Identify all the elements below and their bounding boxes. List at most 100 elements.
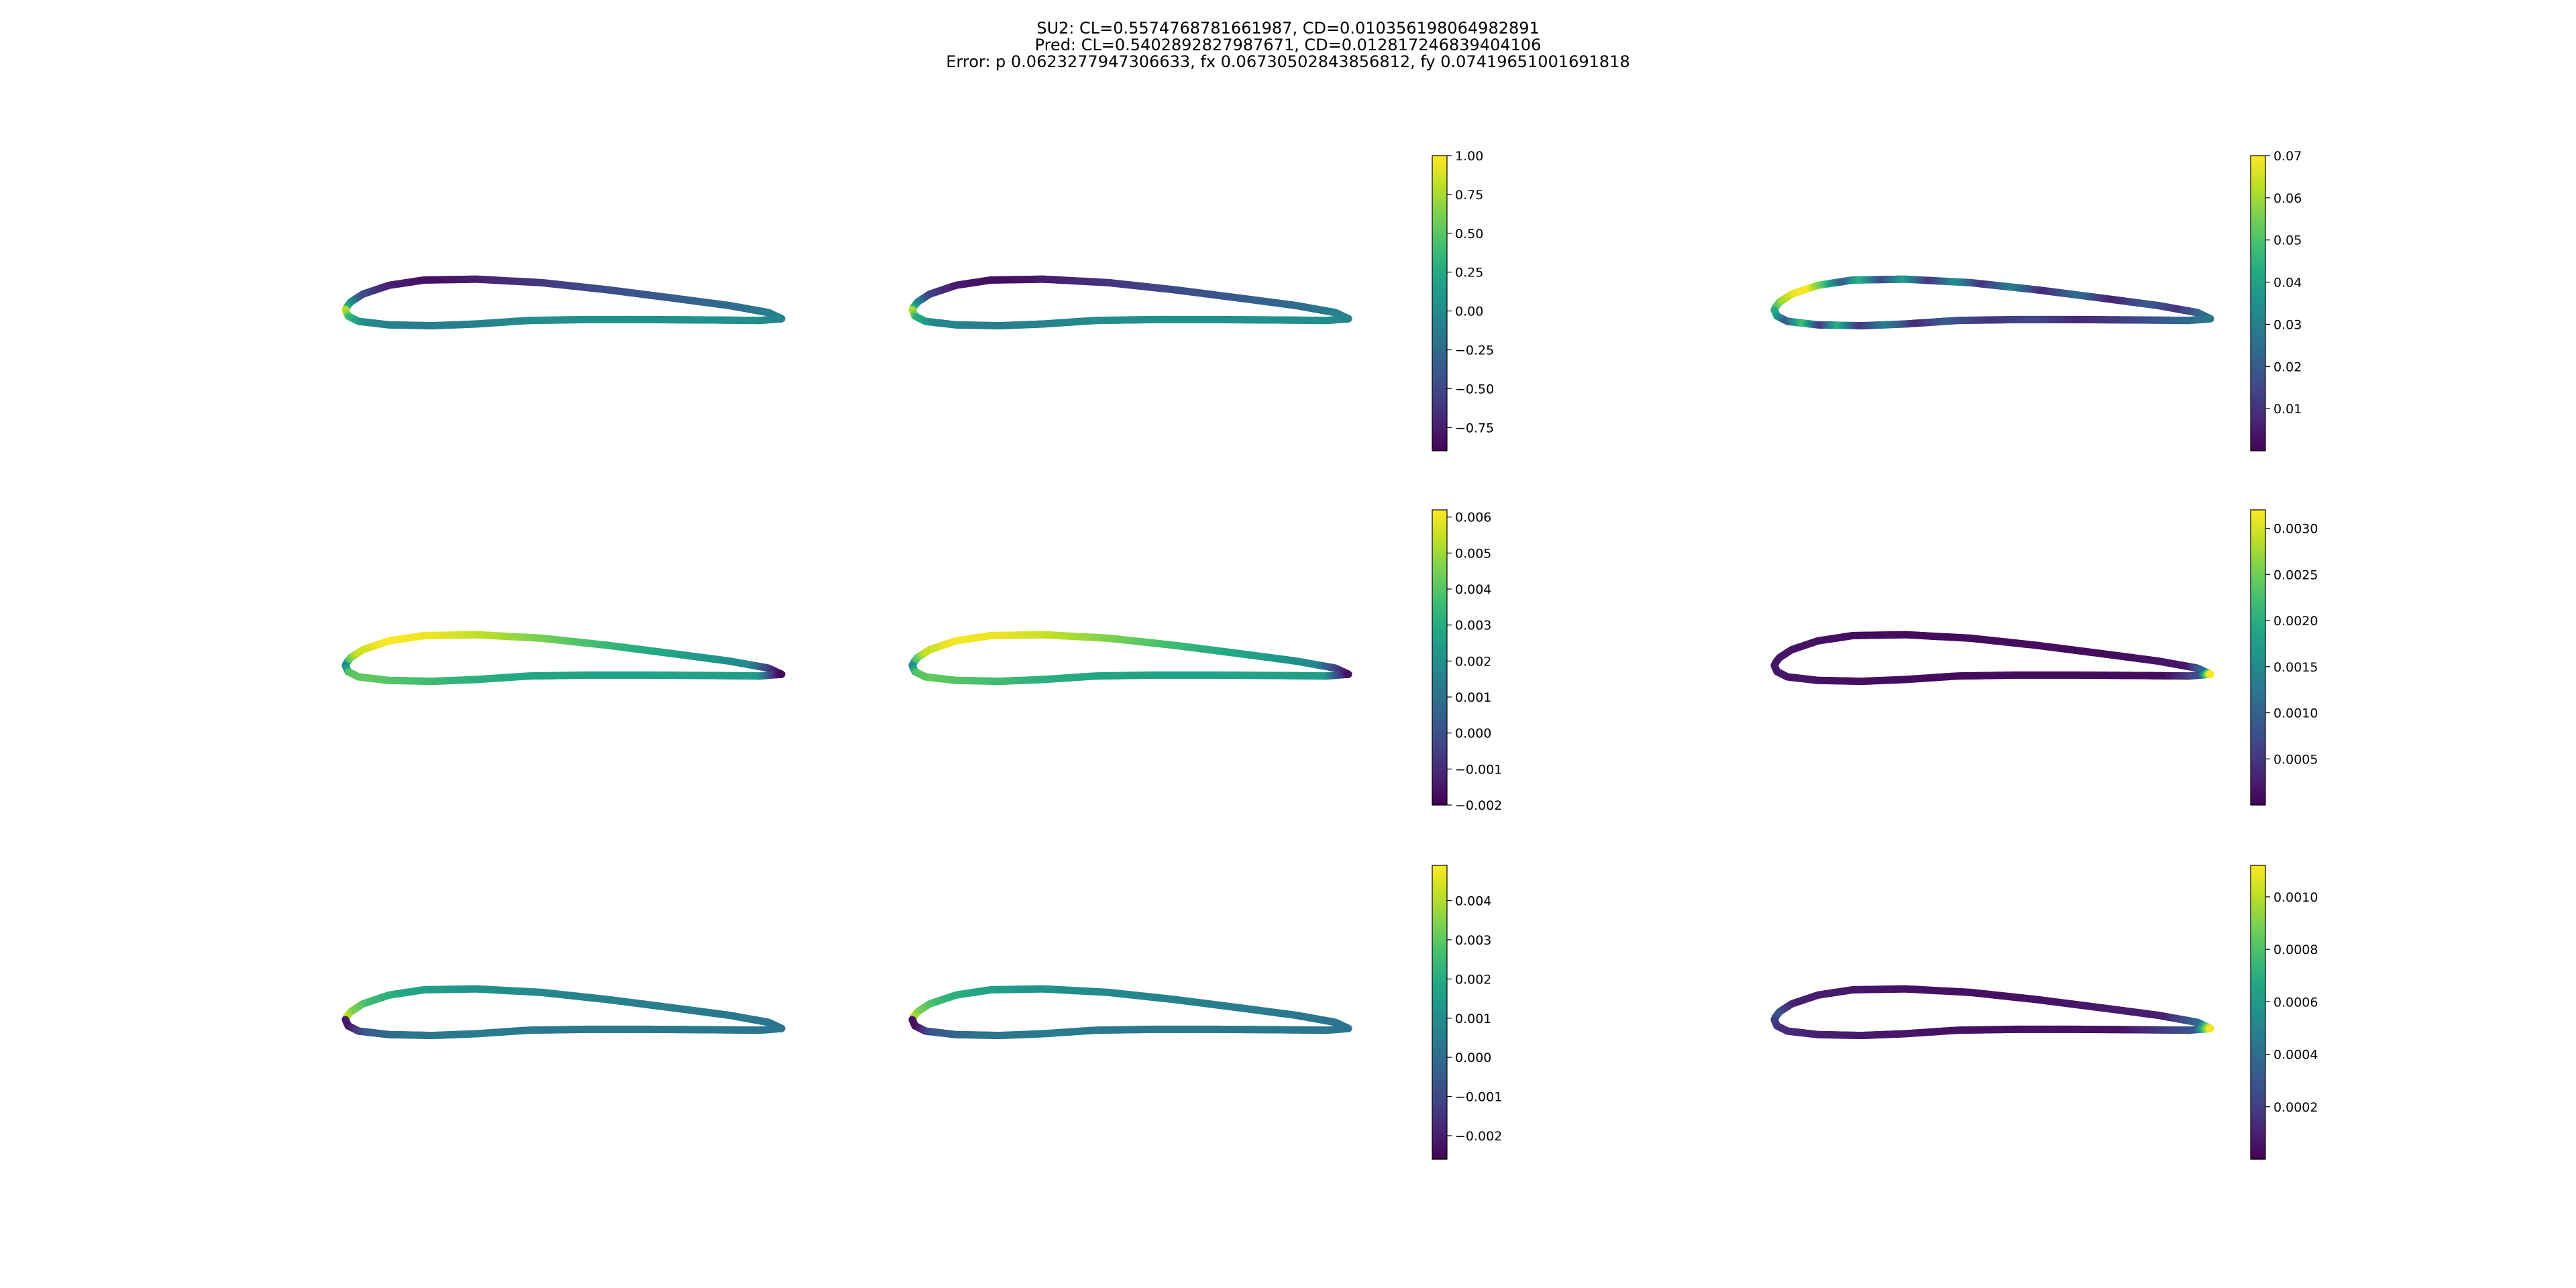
colorbar-p-shared-tick-label: 0.75 [1455,188,1483,203]
colorbar-p-error-gradient-step [2251,274,2265,277]
colorbar-fy-error-gradient-step [2251,1154,2265,1157]
colorbar-p-shared-gradient-step [1432,426,1447,429]
colorbar-p-error-gradient-step [2251,313,2265,316]
colorbar-fy-shared-gradient-step [1432,1110,1447,1114]
colorbar-fy-error-gradient-step [2251,897,2265,900]
colorbar-fx-error-gradient-step [2251,537,2265,540]
colorbar-fx-error-gradient-step [2251,581,2265,584]
colorbar-fy-error-gradient-step [2251,1097,2265,1101]
colorbar-fy-shared-gradient-step [1432,1017,1447,1020]
colorbar-fx-shared-gradient-step [1432,665,1447,668]
colorbar-p-shared-gradient-step [1432,401,1447,405]
colorbar-fx-shared-gradient-step [1432,534,1447,537]
colorbar-p-error-gradient-step [2251,377,2265,380]
colorbar-p-shared-tick-label: −0.50 [1455,382,1494,396]
colorbar-fy-shared-gradient-step [1432,1054,1447,1057]
colorbar-fx-shared-tick-label: 0.006 [1455,511,1491,525]
colorbar-p-error-gradient-step [2251,409,2265,412]
colorbar-fy-shared-gradient-step [1432,1115,1447,1118]
colorbar-fx-shared-gradient-step [1432,645,1447,648]
colorbar-fy-error-gradient-step [2251,956,2265,959]
colorbar-fy-shared-gradient-step [1432,1061,1447,1065]
colorbar-fy-error-gradient-step [2251,1124,2265,1128]
colorbar-fy-error-gradient-step [2251,1046,2265,1050]
colorbar-fy-shared-gradient-step [1432,968,1447,971]
colorbar-fy-error-gradient-step [2251,1112,2265,1116]
colorbar-fx-shared-gradient-step [1432,539,1447,543]
colorbar-p-error-gradient-step [2251,293,2265,297]
colorbar-p-shared-gradient-step [1432,448,1447,451]
colorbar-p-shared-gradient-step [1432,318,1447,321]
colorbar-p-shared-gradient-step [1432,229,1447,233]
colorbar-p-shared-gradient-step [1432,239,1447,242]
colorbar-fx-shared-gradient-step [1432,765,1447,769]
colorbar-fx-shared-gradient-step [1432,569,1447,572]
colorbar-p-error-gradient-step [2251,445,2265,449]
colorbar-p-shared-gradient-step [1432,429,1447,432]
colorbar-fy-shared-gradient-step [1432,1144,1447,1148]
colorbar-fx-error-gradient-step [2251,763,2265,766]
colorbar-fx-error-gradient-step [2251,591,2265,594]
colorbar-p-error-gradient-step [2251,419,2265,422]
colorbar-p-shared-gradient-step [1432,367,1447,370]
colorbar-fy-error-gradient-step [2251,1022,2265,1025]
colorbar-p-error-gradient-step [2251,288,2265,292]
colorbar-fx-shared-gradient-step [1432,780,1447,784]
colorbar-fy-shared-gradient-step [1432,885,1447,888]
colorbar-fy-shared-gradient-step [1432,934,1447,937]
colorbar-p-shared-gradient-step [1432,342,1447,345]
colorbar-fx-error-gradient-step [2251,517,2265,521]
colorbar-fx-error-gradient-step [2251,702,2265,705]
colorbar-fx-shared-gradient-step [1432,559,1447,562]
colorbar-p-error-gradient-step [2251,237,2265,240]
colorbar-fx-error-gradient-step [2251,795,2265,798]
colorbar-fx-shared-gradient-step [1432,621,1447,624]
colorbar-fx-error-tick-label: 0.0005 [2273,752,2318,767]
colorbar-fy-shared-gradient-step [1432,985,1447,989]
colorbar-fy-shared-gradient-step [1432,1046,1447,1050]
colorbar-fy-shared-gradient-step [1432,916,1447,920]
colorbar-p-shared-gradient-step [1432,374,1447,378]
colorbar-fx-error-gradient-step [2251,775,2265,779]
colorbar-p-shared-gradient-step [1432,224,1447,227]
colorbar-p-shared-gradient-step [1432,156,1447,159]
colorbar-p-error-gradient-step [2251,205,2265,208]
colorbar-p-shared-gradient-step [1432,266,1447,270]
colorbar-p-shared-gradient-step [1432,352,1447,356]
colorbar-p-error-gradient-step [2251,187,2265,191]
colorbar-fy-shared-gradient-step [1432,990,1447,994]
colorbar-p-error-gradient-step [2251,286,2265,289]
colorbar-fy-shared-gradient-step [1432,1142,1447,1145]
colorbar-p-shared-gradient-step [1432,187,1447,191]
colorbar-fy-shared-gradient-step [1432,1019,1447,1023]
colorbar-p-shared-gradient-step [1432,246,1447,250]
colorbar-fy-shared-gradient-step [1432,973,1447,976]
colorbar-fy-shared-tick-label: 0.004 [1455,894,1491,909]
colorbar-p-shared-gradient-step [1432,301,1447,304]
colorbar-fx-shared-gradient-step [1432,662,1447,665]
colorbar-fx-shared-gradient-step [1432,729,1447,732]
colorbar-fy-shared-gradient-step [1432,1157,1447,1160]
colorbar-p-error-gradient-step [2251,320,2265,323]
colorbar-fx-error-gradient-step [2251,672,2265,676]
colorbar-p-shared-gradient-step [1432,286,1447,289]
colorbar-fx-error-gradient-step [2251,792,2265,796]
colorbar-fy-error-gradient-step [2251,1083,2265,1087]
colorbar-fy-shared-gradient-step [1432,1056,1447,1059]
colorbar-p-error-gradient-step [2251,246,2265,250]
colorbar-p-error-gradient-step [2251,379,2265,382]
colorbar-fx-error-gradient-step [2251,561,2265,565]
colorbar-fy-error-gradient-step [2251,1032,2265,1035]
colorbar-p-error-gradient-step [2251,234,2265,237]
colorbar-p-shared-gradient-step [1432,241,1447,245]
colorbar-fy-shared-gradient-step [1432,995,1447,998]
colorbar-fx-shared-gradient-step [1432,802,1447,806]
colorbar-p-shared-gradient-step [1432,347,1447,351]
colorbar-fx-error-gradient-step [2251,621,2265,624]
colorbar-p-error-gradient-step [2251,170,2265,174]
colorbar-p-error-gradient-step [2251,241,2265,245]
colorbar-fy-error-gradient-step [2251,1103,2265,1106]
colorbar-p-error-gradient-step [2251,311,2265,314]
colorbar-fx-shared-gradient-step [1432,699,1447,702]
colorbar-fy-shared-gradient-step [1432,1134,1447,1138]
